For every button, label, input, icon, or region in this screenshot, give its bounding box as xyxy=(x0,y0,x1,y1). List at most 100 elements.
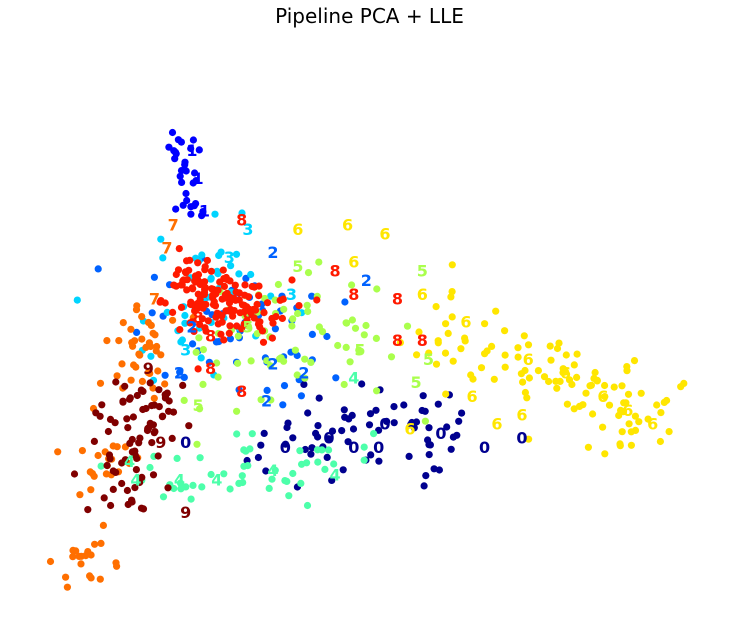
point-digit-1 xyxy=(189,179,197,187)
digit-label-6: 6 xyxy=(467,387,478,406)
point-digit-8 xyxy=(198,315,206,323)
chart-title: Pipeline PCA + LLE xyxy=(275,4,464,28)
point-digit-6 xyxy=(524,341,533,349)
point-digit-3 xyxy=(147,352,155,360)
point-digit-5 xyxy=(421,417,429,425)
point-digit-5 xyxy=(307,358,315,366)
point-digit-9 xyxy=(149,471,158,479)
point-digit-0 xyxy=(254,453,262,462)
point-digit-3 xyxy=(73,296,81,304)
point-digit-9 xyxy=(164,484,172,492)
point-digit-2 xyxy=(176,368,184,376)
point-digit-8 xyxy=(254,320,263,328)
point-digit-8 xyxy=(212,313,220,321)
point-digit-4 xyxy=(360,456,368,464)
digit-label-2: 2 xyxy=(267,354,278,373)
point-digit-6 xyxy=(520,332,528,340)
point-digit-4 xyxy=(239,478,247,487)
point-digit-9 xyxy=(92,409,100,417)
point-digit-6 xyxy=(553,344,562,353)
point-digit-3 xyxy=(217,248,225,256)
point-digit-4 xyxy=(196,454,204,462)
point-digit-8 xyxy=(255,282,263,290)
point-digit-6 xyxy=(547,356,555,364)
point-digit-7 xyxy=(69,553,77,561)
point-digit-7 xyxy=(150,394,158,402)
point-digit-2 xyxy=(148,309,156,317)
point-digit-5 xyxy=(293,371,301,379)
digit-label-2: 2 xyxy=(261,392,272,411)
point-digit-8 xyxy=(191,277,199,285)
point-digit-6 xyxy=(514,344,522,352)
point-digit-8 xyxy=(247,309,255,317)
point-digit-4 xyxy=(177,485,185,493)
point-digit-6 xyxy=(432,360,441,368)
point-digit-8 xyxy=(183,276,191,284)
point-digit-6 xyxy=(605,401,614,409)
point-digit-4 xyxy=(146,463,154,472)
point-digit-5 xyxy=(277,354,285,362)
point-digit-9 xyxy=(104,427,112,436)
digit-label-6: 6 xyxy=(404,419,415,438)
point-digit-9 xyxy=(148,439,156,447)
digit-label-9: 9 xyxy=(155,433,166,452)
point-digit-6 xyxy=(656,437,665,446)
digit-label-7: 7 xyxy=(168,215,179,234)
digit-label-2: 2 xyxy=(298,364,309,383)
point-digit-5 xyxy=(340,380,348,389)
point-digit-0 xyxy=(314,422,322,430)
point-digit-0 xyxy=(281,440,290,448)
point-digit-9 xyxy=(109,467,117,475)
point-digit-1 xyxy=(189,136,197,144)
point-digit-0 xyxy=(400,401,408,409)
point-digit-4 xyxy=(289,469,297,478)
point-digit-8 xyxy=(199,300,207,309)
point-digit-7 xyxy=(91,540,99,548)
point-digit-6 xyxy=(481,350,489,358)
digit-label-8: 8 xyxy=(236,211,247,230)
point-digit-5 xyxy=(373,387,381,395)
point-digit-8 xyxy=(182,269,190,277)
point-digit-5 xyxy=(362,321,370,330)
point-digit-5 xyxy=(288,322,296,330)
point-digit-3 xyxy=(181,319,189,327)
point-digit-0 xyxy=(434,400,442,408)
point-digit-9 xyxy=(137,504,146,512)
point-digit-7 xyxy=(138,335,146,343)
point-digit-8 xyxy=(194,303,202,311)
point-digit-1 xyxy=(191,169,199,177)
point-digit-7 xyxy=(161,380,169,388)
point-digit-8 xyxy=(231,281,239,289)
digit-label-4: 4 xyxy=(348,368,359,387)
digit-label-8: 8 xyxy=(392,331,403,350)
digit-label-8: 8 xyxy=(392,290,403,309)
point-digit-1 xyxy=(178,178,186,186)
point-digit-6 xyxy=(481,320,489,328)
point-digit-0 xyxy=(308,444,316,452)
point-digit-5 xyxy=(267,362,275,370)
digit-label-4: 4 xyxy=(174,470,185,489)
point-digit-5 xyxy=(291,346,299,354)
point-digit-5 xyxy=(289,315,297,323)
point-digit-8 xyxy=(225,329,233,337)
point-digit-6 xyxy=(449,357,457,365)
point-digit-6 xyxy=(584,443,593,451)
point-digit-3 xyxy=(238,209,246,217)
point-digit-7 xyxy=(97,539,105,548)
point-digit-1 xyxy=(192,200,200,208)
point-digit-8 xyxy=(157,297,165,305)
digit-label-5: 5 xyxy=(417,262,428,281)
point-digit-4 xyxy=(238,472,246,480)
point-digit-3 xyxy=(181,311,189,320)
point-digit-8 xyxy=(203,256,211,265)
point-digit-7 xyxy=(76,491,84,499)
point-digit-6 xyxy=(573,350,581,358)
point-digit-6 xyxy=(490,375,498,383)
point-digit-1 xyxy=(176,172,184,180)
point-digit-5 xyxy=(213,359,221,367)
point-digit-6 xyxy=(644,415,652,423)
point-digit-2 xyxy=(94,265,102,273)
point-digit-7 xyxy=(113,562,121,570)
